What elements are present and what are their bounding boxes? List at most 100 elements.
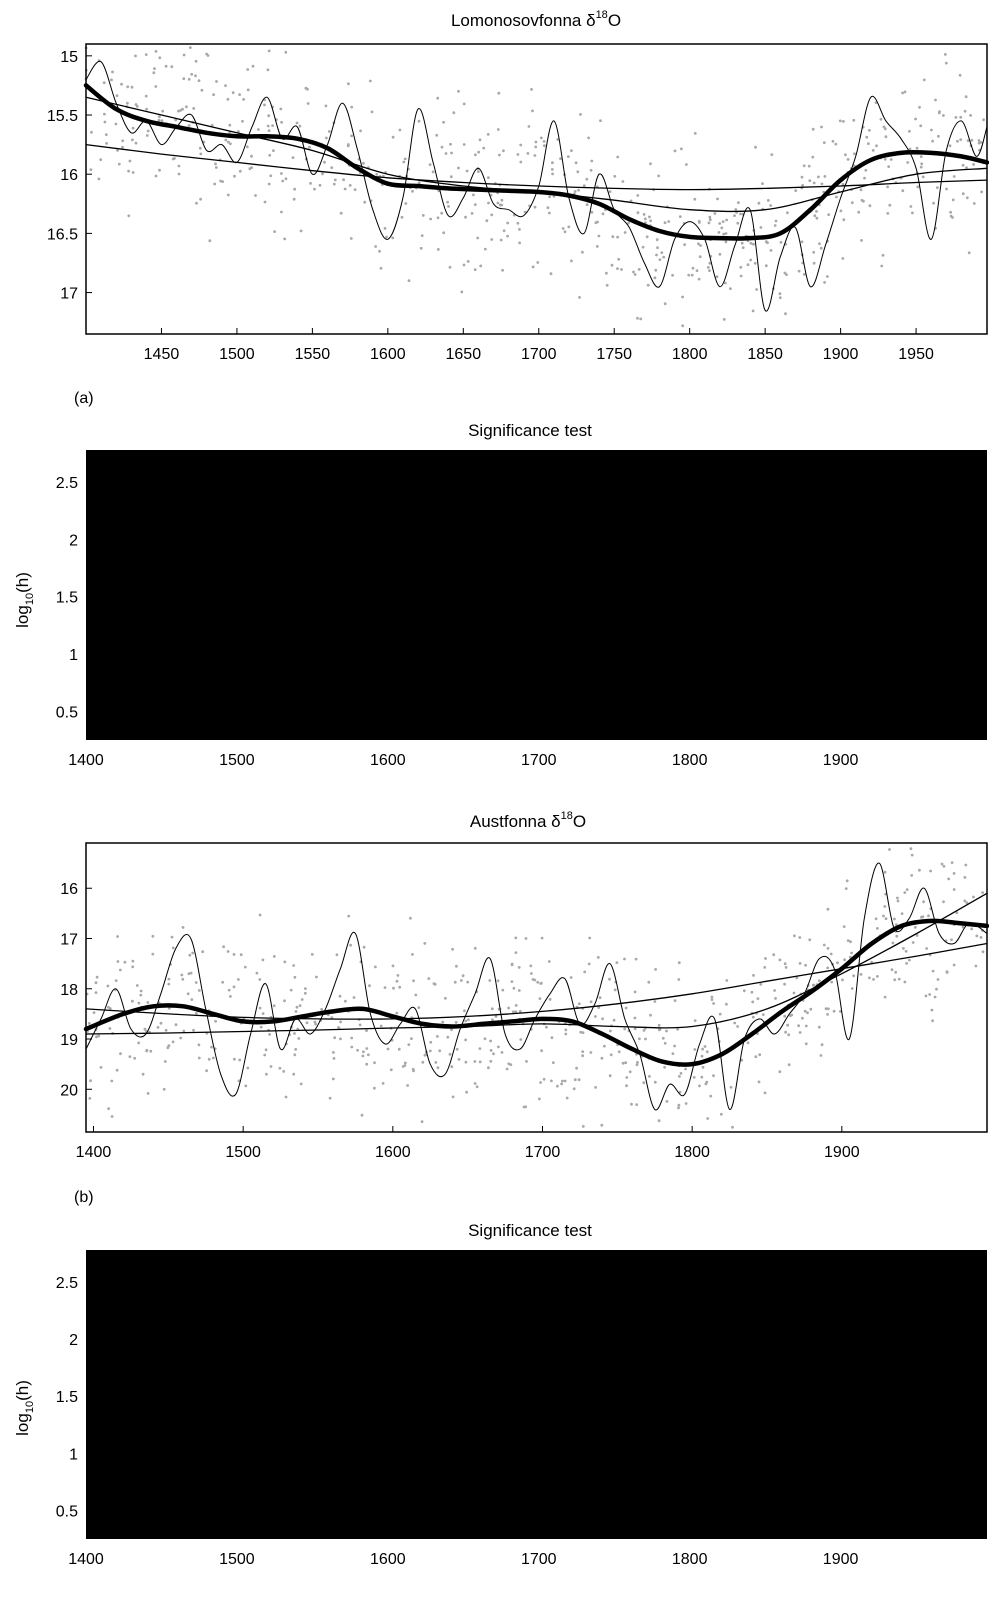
austfonna-scatter-point (594, 1015, 597, 1018)
lomonosovfonna-scatter-point (906, 161, 910, 164)
lomonosovfonna-scatter-point (400, 215, 404, 219)
austfonna-scatter-point (397, 1047, 401, 1051)
significance-test-b-y-tick-label: 2.5 (56, 1275, 78, 1292)
lomonosovfonna-scatter-point (473, 203, 477, 207)
lomonosovfonna-scatter-point (327, 130, 331, 133)
austfonna-scatter-point (952, 963, 956, 967)
austfonna-scatter-point (933, 995, 937, 999)
lomonosovfonna-scatter-point (713, 212, 717, 215)
austfonna-scatter-point (106, 984, 110, 988)
lomonosovfonna-scatter-point (130, 85, 134, 89)
lomonosovfonna-scatter-point (534, 145, 538, 149)
lomonosovfonna-scatter-point (697, 277, 701, 281)
lomonosovfonna-scatter-point (718, 222, 722, 225)
significance-test-a-ylabel: log10(h) (13, 572, 36, 628)
austfonna-scatter-point (455, 1047, 459, 1051)
austfonna-scatter-point (446, 1035, 450, 1039)
austfonna-scatter-point (108, 1007, 112, 1010)
austfonna-scatter-point (197, 1043, 201, 1047)
lomonosovfonna-x-tick-label: 1900 (823, 346, 859, 363)
lomonosovfonna-scatter-point (182, 53, 186, 57)
lomonosovfonna-scatter-point (725, 218, 728, 222)
austfonna-x-tick-label: 1800 (674, 1144, 710, 1161)
lomonosovfonna-scatter-point (198, 146, 202, 150)
austfonna-scatter-point (579, 1030, 583, 1034)
lomonosovfonna-scatter-point (398, 128, 402, 132)
austfonna-scatter-point (740, 1058, 744, 1062)
lomonosovfonna-scatter-point (681, 324, 685, 328)
lomonosovfonna-scatter-point (582, 184, 586, 188)
lomonosovfonna-scatter-point (231, 91, 235, 95)
austfonna-scatter-point (374, 965, 377, 969)
austfonna-scatter-point (107, 1107, 110, 1110)
austfonna-scatter-point (110, 1115, 114, 1118)
lomonosovfonna-scatter-point (561, 227, 565, 230)
austfonna-scatter-point (514, 951, 518, 954)
austfonna-scatter-point (903, 980, 907, 984)
lomonosovfonna-scatter-point (309, 182, 312, 185)
austfonna-scatter-point (454, 1021, 458, 1024)
austfonna-scatter-point (684, 1102, 688, 1105)
austfonna-scatter-point (548, 998, 552, 1001)
austfonna-scatter-point (189, 971, 193, 975)
austfonna-scatter-point (149, 1049, 153, 1053)
austfonna-scatter-point (119, 1052, 122, 1056)
lomonosovfonna-scatter-point (199, 197, 203, 201)
austfonna-scatter-point (328, 1096, 332, 1100)
lomonosovfonna-scatter-point (478, 138, 482, 142)
austfonna-y-tick-label: 20 (60, 1082, 78, 1099)
lomonosovfonna-scatter-point (811, 127, 815, 131)
lomonosovfonna-scatter-point (706, 266, 710, 269)
lomonosovfonna-scatter-point (362, 161, 365, 165)
lomonosovfonna-scatter-point (145, 134, 149, 137)
austfonna-scatter-point (868, 976, 871, 980)
austfonna-scatter-point (803, 1009, 807, 1013)
lomonosovfonna-scatter-point (350, 134, 353, 138)
significance-test-b-y-tick-label: 1.5 (56, 1389, 78, 1406)
lomonosovfonna-scatter-point (534, 140, 538, 144)
austfonna-scatter-point (634, 957, 638, 961)
austfonna-scatter-point (677, 961, 681, 965)
panel-label-a: (a) (74, 390, 94, 407)
lomonosovfonna-scatter-point (859, 188, 863, 192)
austfonna-scatter-point (94, 991, 98, 994)
lomonosovfonna-scatter-point (440, 211, 444, 215)
austfonna-scatter-point (258, 913, 262, 917)
lomonosovfonna-scatter-point (662, 255, 666, 259)
austfonna-scatter-point (563, 1079, 567, 1083)
austfonna-scatter-point (137, 1041, 141, 1045)
lomonosovfonna-scatter-point (964, 95, 968, 99)
lomonosovfonna-scatter-point (251, 64, 255, 68)
austfonna-scatter-point (496, 979, 500, 983)
lomonosovfonna-scatter-point (347, 82, 350, 86)
austfonna-scatter-point (510, 963, 514, 967)
lomonosovfonna-scatter-point (585, 203, 589, 207)
austfonna-scatter-point (427, 977, 431, 980)
lomonosovfonna-scatter-point (616, 155, 620, 159)
lomonosovfonna-scatter-point (323, 160, 326, 164)
lomonosovfonna-scatter-point (966, 139, 970, 143)
lomonosovfonna-scatter-point (293, 187, 296, 191)
lomonosovfonna-scatter-point (292, 197, 296, 201)
lomonosovfonna-scatter-point (325, 136, 328, 140)
lomonosovfonna-scatter-point (442, 231, 446, 235)
lomonosovfonna-scatter-point (208, 239, 212, 243)
austfonna-scatter-point (905, 888, 909, 891)
lomonosovfonna-scatter-point (548, 211, 551, 215)
lomonosovfonna-x-tick-label: 1500 (219, 346, 255, 363)
lomonosovfonna-scatter-point (839, 209, 843, 213)
lomonosovfonna-scatter-point (835, 195, 838, 199)
lomonosovfonna-scatter-point (273, 230, 276, 234)
lomonosovfonna-scatter-point (708, 218, 712, 222)
austfonna-scatter-point (902, 947, 905, 950)
austfonna-scatter-point (746, 1041, 750, 1045)
lomonosovfonna-scatter-point (539, 136, 543, 140)
austfonna-scatter-point (569, 976, 573, 979)
austfonna-scatter-point (299, 1082, 303, 1086)
austfonna-scatter-point (392, 986, 395, 990)
austfonna-scatter-point (461, 974, 465, 978)
austfonna-scatter-point (608, 1074, 612, 1078)
austfonna-scatter-point (888, 848, 891, 851)
austfonna-chart: Austfonna δ18O 1400 1500 1600 1700 1800 1900 1… (60, 810, 989, 1161)
austfonna-scatter-point (940, 862, 944, 866)
